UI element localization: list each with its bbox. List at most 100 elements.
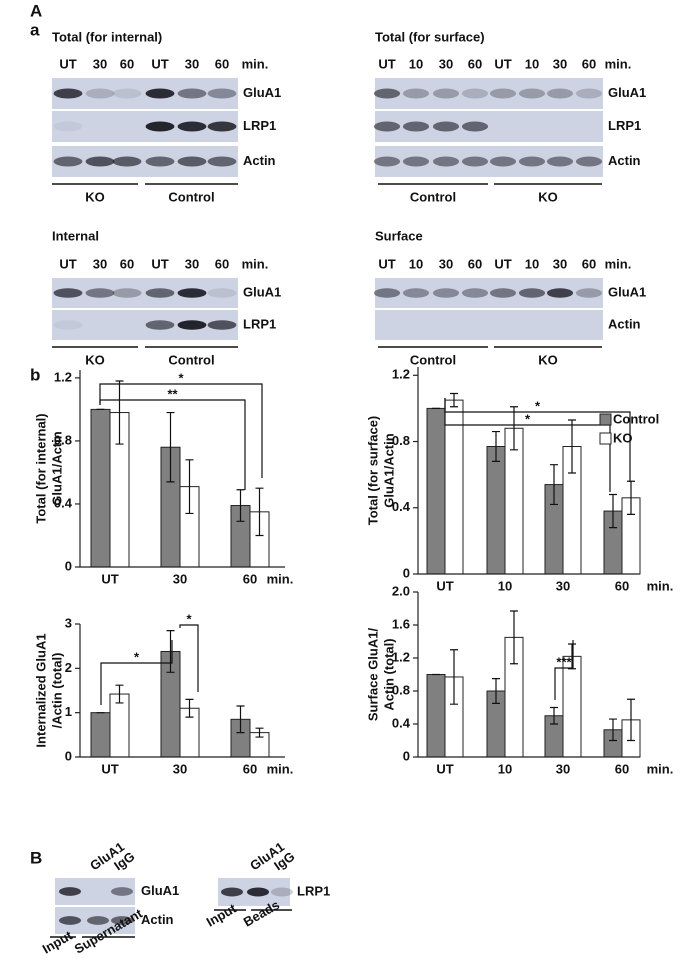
group-label: Control	[168, 189, 214, 204]
band	[112, 288, 142, 298]
x-tick-label: 10	[498, 578, 512, 593]
bar	[562, 655, 582, 758]
error-bar	[185, 698, 194, 718]
error-bar	[568, 643, 576, 670]
row-label: GluA1	[243, 85, 281, 100]
band	[145, 288, 175, 298]
x-tick-label: 30	[173, 571, 187, 586]
band	[207, 156, 237, 167]
y-tick-label: 1.2	[392, 367, 410, 382]
band	[489, 88, 517, 99]
x-tick-label: 30	[556, 578, 570, 593]
band	[207, 88, 237, 99]
band	[432, 288, 460, 298]
significance-bracket	[99, 399, 246, 490]
band	[53, 320, 83, 330]
y-tick-label: 0.8	[392, 682, 410, 697]
lane-label: 30	[185, 56, 199, 71]
x-axis-unit: min.	[647, 578, 674, 593]
y-tick-label: 0	[403, 565, 410, 580]
x-tick-label: UT	[101, 761, 118, 776]
band	[85, 156, 115, 167]
blot-title: Total (for surface)	[375, 29, 485, 44]
row-label: LRP1	[297, 883, 330, 898]
lane-label: 30	[439, 256, 453, 271]
band	[373, 121, 401, 132]
y-axis-label: Total (for internal)	[33, 413, 48, 523]
row-label: LRP1	[243, 118, 276, 133]
lane-label: UT	[494, 256, 511, 271]
row-label: Actin	[608, 153, 641, 168]
band	[53, 288, 83, 298]
row-label: GluA1	[608, 85, 646, 100]
band	[489, 288, 517, 298]
band	[207, 121, 237, 132]
band	[85, 88, 115, 99]
error-bar	[236, 705, 245, 734]
legend-label: KO	[613, 430, 633, 445]
band	[112, 88, 142, 99]
lane-label: 30	[553, 56, 567, 71]
error-bar	[185, 459, 194, 515]
x-tick-label: 60	[615, 578, 629, 593]
group-label: KO	[85, 352, 105, 367]
significance-label: ***	[556, 654, 572, 669]
error-bar	[550, 464, 558, 506]
legend-swatch	[599, 413, 612, 426]
lane-label: UT	[151, 56, 168, 71]
blot-strip	[52, 78, 238, 109]
y-axis-label: Surface GluA1/	[365, 628, 380, 722]
error-bar	[492, 430, 500, 462]
blot-title: Total (for internal)	[52, 29, 162, 44]
band	[461, 121, 489, 132]
band	[461, 288, 489, 298]
lane-label: 60	[120, 256, 134, 271]
band	[518, 156, 546, 167]
y-axis-label: GluA1/Actin	[49, 431, 64, 505]
panel-label: a	[30, 20, 40, 39]
lane-unit: min.	[605, 56, 632, 71]
band	[518, 288, 546, 298]
band	[461, 88, 489, 99]
significance-label: *	[525, 411, 531, 426]
blot-strip	[52, 310, 238, 340]
axis	[417, 592, 640, 758]
lane-label: 10	[525, 256, 539, 271]
legend-label: Control	[613, 411, 659, 426]
band	[247, 887, 269, 897]
bar	[426, 407, 446, 575]
blot-strip	[52, 111, 238, 142]
band	[207, 320, 237, 330]
band	[546, 156, 574, 167]
lane-label: 60	[582, 256, 596, 271]
band	[518, 88, 546, 99]
band	[546, 288, 574, 298]
y-tick-label: 0.8	[54, 432, 72, 447]
y-tick-label: 2	[65, 660, 72, 675]
y-tick-label: 1	[65, 704, 72, 719]
band	[145, 156, 175, 167]
band	[59, 916, 81, 925]
group-label: KO	[85, 189, 105, 204]
band	[59, 887, 81, 896]
lane-label: 60	[582, 56, 596, 71]
band	[402, 156, 430, 167]
y-tick-label: 0.4	[392, 715, 411, 730]
band	[53, 121, 83, 132]
bar	[426, 674, 446, 758]
significance-label: *	[178, 370, 184, 385]
y-tick-label: 0.4	[54, 495, 73, 510]
error-bar	[255, 487, 264, 537]
error-bar	[568, 419, 576, 474]
error-bar	[627, 698, 635, 742]
y-axis-label: /Actin (total)	[49, 653, 64, 729]
row-label: GluA1	[243, 284, 281, 299]
band	[575, 156, 603, 167]
error-bar	[115, 684, 124, 704]
y-tick-label: 0	[403, 748, 410, 763]
band	[145, 121, 175, 132]
blot-strip	[52, 278, 238, 308]
significance-label: **	[167, 386, 178, 401]
significance-label: *	[134, 649, 140, 664]
band	[489, 156, 517, 167]
